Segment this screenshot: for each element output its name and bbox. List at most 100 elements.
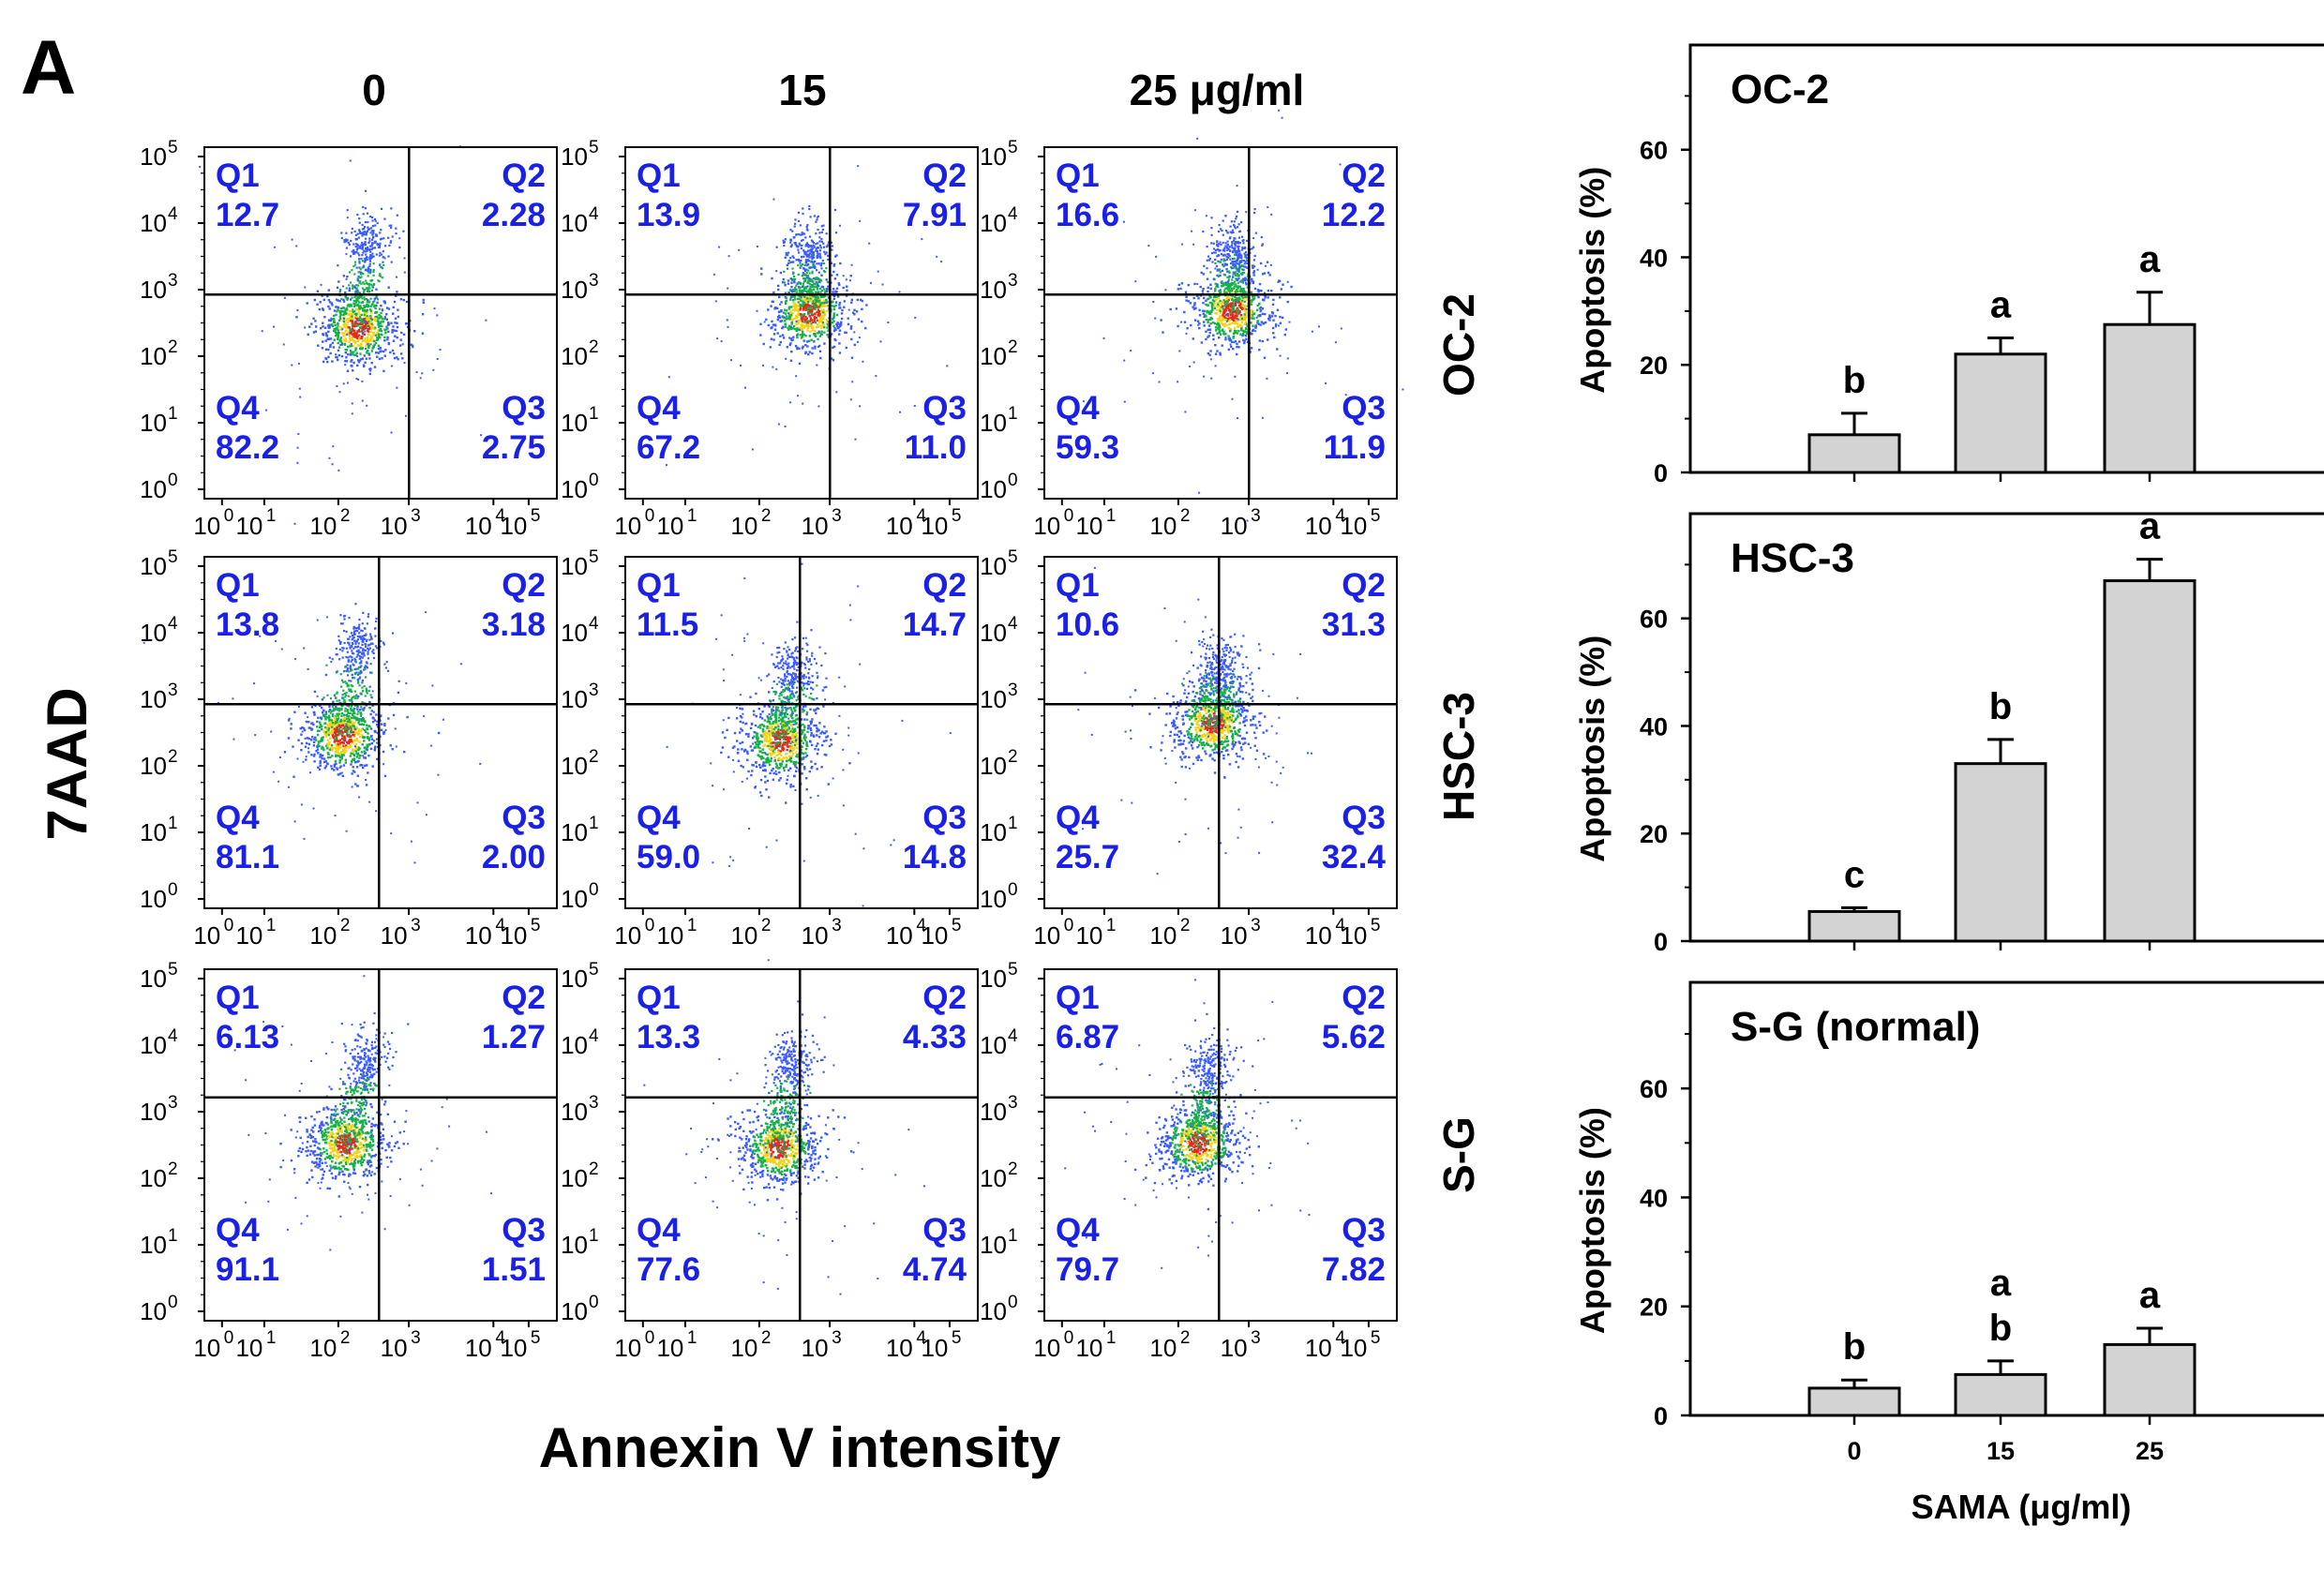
y-tick-label: 10	[561, 752, 588, 780]
y-tick-exponent: 2	[168, 1160, 178, 1179]
x-tick-exponent: 3	[411, 916, 421, 935]
x-tick-exponent: 3	[832, 506, 842, 526]
x-tick-exponent: 1	[687, 1328, 697, 1348]
x-tick-label: 10	[1149, 512, 1177, 540]
y-tick-label: 10	[561, 475, 588, 503]
quadrant-value: 3.18	[482, 606, 546, 643]
y-tick-exponent: 1	[589, 404, 599, 424]
x-tick-exponent: 1	[1106, 506, 1117, 526]
quadrant-name: Q4	[1056, 390, 1100, 426]
y-tick-label: 10	[140, 619, 167, 647]
quadrant-name: Q2	[922, 980, 967, 1016]
y-tick-exponent: 1	[1008, 404, 1018, 424]
x-tick-exponent: 2	[340, 916, 351, 935]
quadrant-name: Q1	[1056, 980, 1100, 1016]
x-tick-exponent: 2	[1180, 1328, 1191, 1348]
bar	[1954, 1372, 2047, 1417]
y-tick-label: 10	[140, 1231, 167, 1259]
x-tick-label: 10	[309, 512, 337, 540]
y-tick-exponent: 0	[1008, 1293, 1018, 1312]
quadrant-value: 13.8	[216, 606, 279, 643]
x-tick-exponent: 4	[916, 916, 926, 935]
quadrant-value: 11.0	[905, 429, 967, 466]
x-tick-exponent: 1	[266, 1328, 277, 1348]
y-tick-exponent: 3	[1008, 271, 1018, 291]
y-tick-exponent: 5	[168, 138, 178, 157]
y-tick-label: 10	[980, 552, 1007, 580]
y-tick-exponent: 2	[1008, 337, 1018, 357]
x-tick-label: 10	[381, 512, 408, 540]
x-tick-exponent: 3	[832, 1328, 842, 1348]
quadrant-name: Q4	[216, 1212, 260, 1249]
quadrant-name: Q1	[637, 980, 681, 1016]
y-tick-exponent: 1	[1008, 814, 1018, 833]
x-tick-exponent: 2	[340, 506, 351, 526]
x-tick-label: 10	[381, 921, 408, 950]
bar	[2103, 322, 2197, 474]
x-tick-label: 10	[730, 1334, 757, 1362]
x-tick-label: 10	[1340, 512, 1367, 540]
quadrant-value: 32.4	[1322, 839, 1387, 875]
y-tick-label: 10	[980, 685, 1007, 713]
quadrant-name: Q4	[637, 390, 681, 426]
x-tick-label: 10	[1149, 1334, 1177, 1362]
quadrant-value: 12.2	[1322, 197, 1386, 233]
bar-chart-panel: OC-2 0 20 40 60 Apoptosis (%) b a a	[1573, 43, 2324, 487]
x-tick-exponent: 0	[645, 916, 655, 935]
x-tick-exponent: 4	[916, 506, 926, 526]
x-tick-label: 10	[235, 921, 262, 950]
quadrant-name: Q2	[1342, 157, 1386, 194]
bar-y-axis-label: Apoptosis (%)	[1573, 1107, 1612, 1334]
bar	[2103, 1342, 2197, 1417]
y-tick-exponent: 3	[168, 1093, 178, 1113]
quadrant-name: Q3	[502, 390, 546, 426]
y-tick-exponent: 2	[1008, 747, 1018, 767]
significance-letter: a	[2139, 1275, 2161, 1316]
quadrant-value: 91.1	[216, 1251, 279, 1288]
y-tick-exponent: 2	[1008, 1160, 1018, 1179]
event-cloud	[233, 975, 492, 1251]
x-tick-label: 10	[1075, 921, 1102, 950]
bar-y-tick-label: 60	[1640, 137, 1668, 165]
quadrant-value: 11.9	[1324, 429, 1386, 466]
x-tick-label: 10	[235, 1334, 262, 1362]
y-tick-label: 10	[980, 965, 1007, 993]
y-tick-exponent: 5	[168, 960, 178, 980]
quadrant-value: 6.87	[1056, 1019, 1119, 1055]
y-tick-exponent: 0	[1008, 880, 1018, 900]
quadrant-name: Q4	[637, 1212, 681, 1249]
x-tick-label: 10	[465, 512, 492, 540]
quadrant-value: 5.62	[1322, 1019, 1386, 1055]
x-tick-exponent: 1	[266, 506, 277, 526]
x-tick-label: 10	[656, 921, 683, 950]
bar-chart-title: S-G (normal)	[1731, 1004, 1980, 1050]
y-tick-exponent: 0	[168, 880, 178, 900]
bar	[1807, 1386, 1901, 1417]
x-tick-exponent: 3	[1251, 1328, 1261, 1348]
y-tick-exponent: 2	[168, 747, 178, 767]
x-tick-label: 10	[193, 1334, 220, 1362]
significance-letter: a	[1990, 1263, 2012, 1304]
y-tick-exponent: 5	[1008, 960, 1018, 980]
y-tick-exponent: 2	[589, 337, 599, 357]
x-tick-label: 10	[614, 512, 641, 540]
y-tick-label: 10	[140, 342, 167, 370]
y-tick-label: 10	[561, 1031, 588, 1059]
bar-y-tick-label: 0	[1654, 928, 1668, 956]
quadrant-value: 14.8	[903, 839, 967, 875]
x-tick-exponent: 0	[224, 506, 234, 526]
y-tick-exponent: 1	[1008, 1226, 1018, 1246]
bar	[1954, 352, 2047, 474]
quadrant-name: Q1	[1056, 157, 1100, 194]
x-tick-exponent: 0	[1064, 1328, 1074, 1348]
x-tick-exponent: 3	[1251, 506, 1261, 526]
quadrant-name: Q4	[216, 800, 260, 836]
row-label-hsc3: HSC-3	[1434, 692, 1483, 821]
quadrant-name: Q1	[637, 157, 681, 194]
quadrant-value: 14.7	[903, 606, 967, 643]
